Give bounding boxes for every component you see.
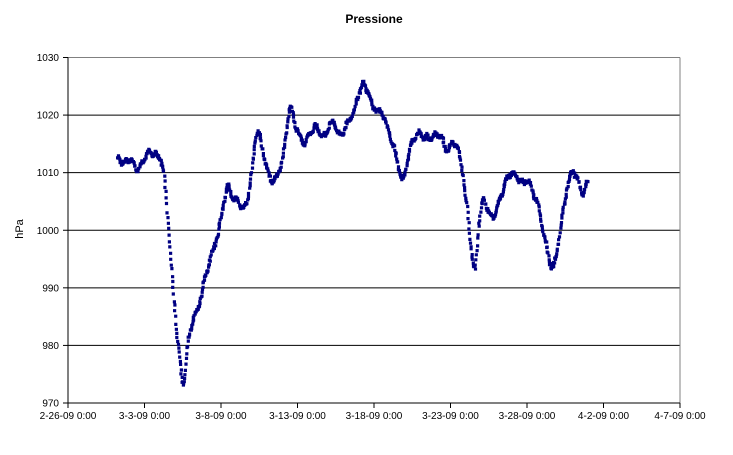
- y-tick-label: 990: [42, 283, 59, 294]
- y-tick-label: 980: [42, 341, 59, 352]
- y-tick-label: 1030: [37, 53, 60, 64]
- y-tick-label: 970: [42, 399, 59, 410]
- y-tick-label: 1010: [37, 168, 60, 179]
- y-tick-label: 1020: [37, 111, 60, 122]
- x-tick-label: 3-8-09 0:00: [195, 411, 247, 422]
- x-tick-label: 2-26-09 0:00: [40, 411, 97, 422]
- y-axis-title: hPa: [14, 218, 26, 238]
- x-tick-label: 3-28-09 0:00: [499, 411, 556, 422]
- y-tick-label: 1000: [37, 226, 60, 237]
- data-series: [116, 79, 590, 387]
- plot-border: [68, 57, 681, 403]
- axes: [63, 57, 681, 408]
- x-tick-label: 4-7-09 0:00: [654, 411, 706, 422]
- x-tick-label: 3-3-09 0:00: [119, 411, 171, 422]
- gridlines: [68, 114, 680, 346]
- x-tick-label: 4-2-09 0:00: [578, 411, 630, 422]
- chart-title: Pressione: [345, 12, 403, 26]
- x-tick-label: 3-13-09 0:00: [269, 411, 326, 422]
- x-tick-label: 3-23-09 0:00: [422, 411, 479, 422]
- data-points: [116, 79, 590, 387]
- x-tick-label: 3-18-09 0:00: [346, 411, 403, 422]
